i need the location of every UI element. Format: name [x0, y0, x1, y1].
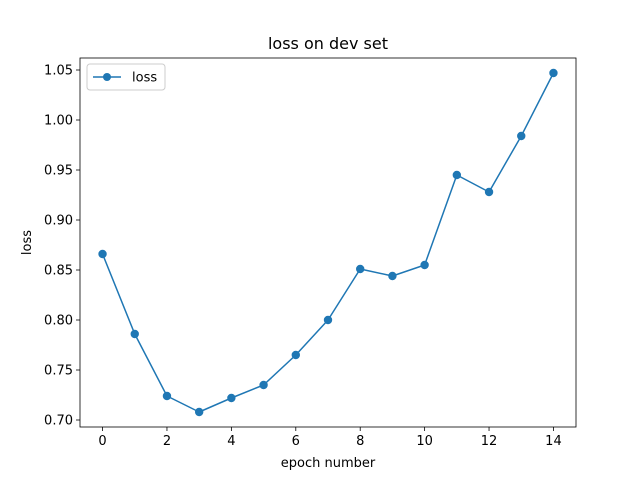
y-tick-label: 0.85: [44, 264, 73, 279]
x-axis-label: epoch number: [281, 456, 376, 471]
data-point: [517, 131, 526, 141]
y-tick-label: 0.90: [44, 214, 73, 229]
x-tick-label: 2: [163, 434, 171, 449]
y-tick-label: 0.80: [44, 314, 73, 329]
y-tick-label: 0.75: [44, 364, 73, 379]
legend-marker-swatch: [103, 73, 111, 81]
data-point: [420, 260, 429, 270]
chart-title: loss on dev set: [268, 34, 388, 53]
data-point: [98, 249, 107, 259]
x-tick-label: 10: [416, 434, 433, 449]
data-point: [227, 393, 236, 403]
y-tick-label: 1.00: [44, 114, 73, 129]
data-point: [194, 407, 204, 417]
x-tick-label: 6: [292, 434, 300, 449]
data-point: [452, 170, 462, 180]
legend: loss: [86, 63, 166, 91]
data-point: [162, 391, 172, 401]
data-point: [484, 187, 494, 197]
data-point: [291, 350, 300, 360]
y-tick-label: 1.05: [44, 64, 73, 79]
y-tick-label: 0.70: [44, 414, 73, 429]
data-point: [130, 329, 139, 339]
data-point: [259, 380, 268, 390]
data-point: [323, 315, 333, 325]
legend-box: [86, 63, 166, 91]
legend-label-loss: loss: [132, 71, 157, 86]
tick-layer: 0 2 4 6 8 10 12 14 0.70 0.75 0.80 0.85 0.90 0.95 1.00 1…: [44, 64, 562, 450]
axes-frame: [79, 57, 577, 428]
x-tick-label: 14: [545, 434, 562, 449]
x-tick-label: 0: [98, 434, 106, 449]
data-point: [549, 68, 558, 78]
data-point: [356, 264, 365, 274]
x-tick-label: 12: [481, 434, 498, 449]
series-layer: [98, 68, 558, 417]
y-tick-label: 0.95: [44, 164, 73, 179]
x-tick-label: 8: [356, 434, 364, 449]
x-tick-label: 4: [227, 434, 235, 449]
y-axis-label: loss: [20, 230, 35, 255]
data-point: [388, 271, 397, 281]
